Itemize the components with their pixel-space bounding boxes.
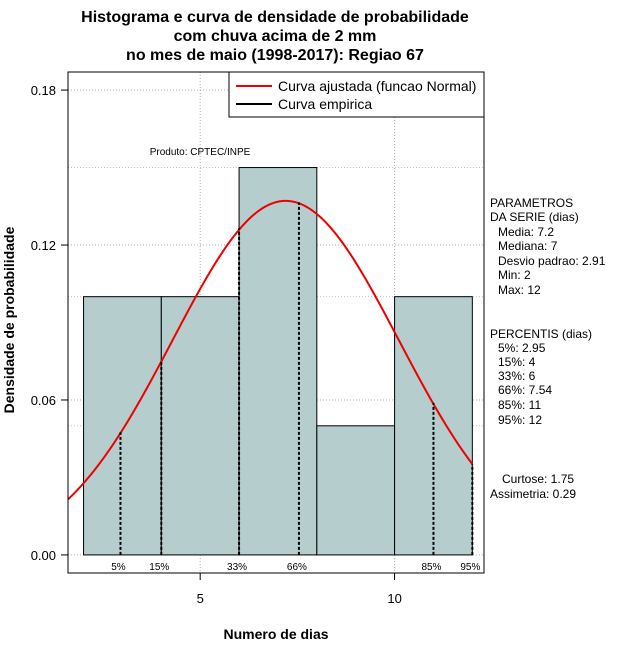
percentile-label-3: 66% — [287, 562, 307, 573]
x-tick-label-0: 5 — [197, 591, 204, 606]
histogram-bars — [83, 167, 473, 556]
x-axis-title: Numero de dias — [223, 626, 328, 642]
y-tick-label-0: 0.00 — [31, 548, 56, 563]
x-tick-label-1: 10 — [387, 591, 401, 606]
param-min: Min: 2 — [498, 268, 531, 282]
percentil-66: 66%: 7.54 — [498, 383, 552, 397]
y-tick-label-1: 0.06 — [31, 393, 56, 408]
product-annotation: Produto: CPTEC/INPE — [150, 147, 251, 158]
param-desvio: Desvio padrao: 2.91 — [498, 254, 606, 268]
histogram-bar-4 — [394, 296, 473, 556]
legend-box — [228, 71, 485, 118]
legend-label-empirical: Curva empirica — [278, 96, 372, 112]
param-max: Max: 12 — [498, 283, 541, 297]
histogram-bar-3 — [316, 425, 396, 556]
normal-curve — [67, 199, 474, 501]
percentile-label-0: 5% — [111, 562, 126, 573]
curtose-value: Curtose: 1.75 — [502, 472, 574, 486]
percentile-label-2: 33% — [227, 562, 247, 573]
percentil-33: 33%: 6 — [498, 369, 536, 383]
y-tick-label-3: 0.18 — [31, 83, 56, 98]
assimetria-value: Assimetria: 0.29 — [490, 487, 576, 501]
legend: Curva ajustada (funcao Normal) Curva emp… — [228, 71, 485, 118]
histogram-bar-1 — [160, 296, 240, 556]
percentile-label-4: 85% — [421, 562, 441, 573]
percentile-lines: 5% 15% 33% 66% 85% 95% — [111, 202, 480, 573]
legend-label-normal: Curva ajustada (funcao Normal) — [278, 78, 476, 94]
chart-title-line-3: no mes de maio (1998-2017): Regiao 67 — [126, 47, 424, 64]
params-title-1: PARAMETROS — [490, 196, 573, 210]
percentile-label-1: 15% — [149, 562, 169, 573]
y-tick-label-2: 0.12 — [31, 238, 56, 253]
side-panel: PARAMETROS DA SERIE (dias) Media: 7.2 Me… — [490, 196, 606, 501]
percentis-title: PERCENTIS (dias) — [490, 327, 592, 341]
param-mediana: Mediana: 7 — [498, 239, 558, 253]
percentil-5: 5%: 2.95 — [498, 341, 546, 355]
chart-title-line-2: com chuva acima de 2 mm — [174, 28, 377, 45]
percentile-label-5: 95% — [460, 562, 480, 573]
histogram-bar-0 — [83, 296, 162, 556]
chart-title-line-1: Histograma e curva de densidade de proba… — [81, 9, 469, 26]
axes: 5 10 0.00 0.06 0.12 0.18 — [31, 83, 402, 606]
y-axis-title: Densidade de probabilidade — [1, 226, 17, 413]
percentil-15: 15%: 4 — [498, 355, 536, 369]
param-media: Media: 7.2 — [498, 225, 554, 239]
percentil-95: 95%: 12 — [498, 413, 542, 427]
normal-curve-layer — [67, 199, 474, 501]
percentil-85: 85%: 11 — [498, 398, 541, 412]
histogram-bar-2 — [238, 167, 318, 556]
params-title-2: DA SERIE (dias) — [490, 210, 579, 224]
